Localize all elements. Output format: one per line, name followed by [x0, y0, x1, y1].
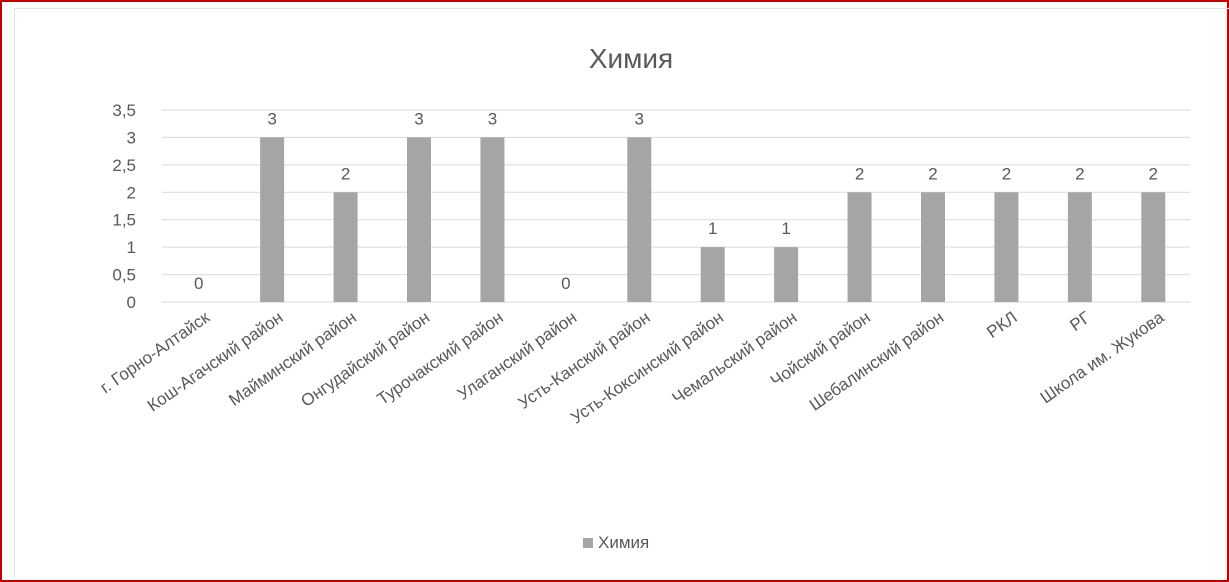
x-tick-label: Школа им. Жукова [1037, 307, 1168, 407]
y-tick-label: 3 [127, 128, 136, 147]
y-tick-label: 3,5 [112, 101, 136, 120]
data-label: 2 [855, 164, 864, 183]
data-labels: 0 3 2 3 3 0 3 1 1 2 2 2 2 2 [194, 109, 1158, 293]
data-label: 3 [414, 109, 423, 128]
legend: Химия [583, 533, 649, 552]
x-tick-label: Онгудайский район [297, 308, 433, 411]
y-tick-label: 2,5 [112, 156, 136, 175]
x-tick-label: Усть-Канский район [515, 308, 654, 413]
gridlines [162, 109, 1190, 303]
data-label: 2 [341, 164, 350, 183]
bar [847, 192, 872, 302]
data-label: 0 [194, 274, 203, 293]
data-label: 3 [267, 109, 276, 128]
y-tick-label: 0 [127, 293, 136, 312]
bar [700, 247, 725, 302]
chart-area-border [14, 8, 1229, 578]
y-tick-label: 2 [127, 183, 136, 202]
bars [260, 137, 1166, 302]
data-label: 0 [561, 274, 570, 293]
data-label: 2 [1002, 164, 1011, 183]
data-label: 2 [928, 164, 937, 183]
bar [627, 137, 652, 302]
x-tick-label: Чемальский район [669, 308, 801, 408]
y-tick-label: 1 [127, 238, 136, 257]
bar [407, 137, 431, 302]
data-label: 2 [1149, 164, 1158, 183]
x-tick-label: РКЛ [983, 308, 1020, 342]
bar [1067, 192, 1092, 302]
x-tick-label: Кош-Агачский район [144, 308, 287, 416]
x-tick-label: Майминский район [225, 308, 359, 410]
bar [480, 137, 505, 302]
bar [921, 192, 945, 302]
bar [994, 192, 1019, 302]
data-label: 1 [708, 219, 717, 238]
data-label: 3 [635, 109, 644, 128]
y-tick-label: 1,5 [112, 211, 136, 230]
bar [1141, 192, 1166, 302]
legend-label: Химия [598, 533, 649, 552]
bar [774, 247, 799, 302]
data-label: 2 [1075, 164, 1084, 183]
bar [260, 137, 285, 302]
y-tick-label: 0,5 [112, 266, 136, 285]
y-axis-ticks: 0 0,5 1 1,5 2 2,5 3 3,5 [112, 101, 136, 312]
chart-title: Химия [589, 43, 673, 74]
data-label: 1 [781, 219, 790, 238]
x-tick-label: Шебалинский район [806, 308, 947, 415]
legend-swatch [583, 538, 593, 548]
bar [333, 192, 358, 302]
x-tick-label: РГ [1066, 308, 1094, 335]
x-tick-label: Улаганский район [454, 308, 580, 404]
data-label: 3 [488, 109, 497, 128]
x-tick-label: Турочакский район [374, 308, 507, 409]
